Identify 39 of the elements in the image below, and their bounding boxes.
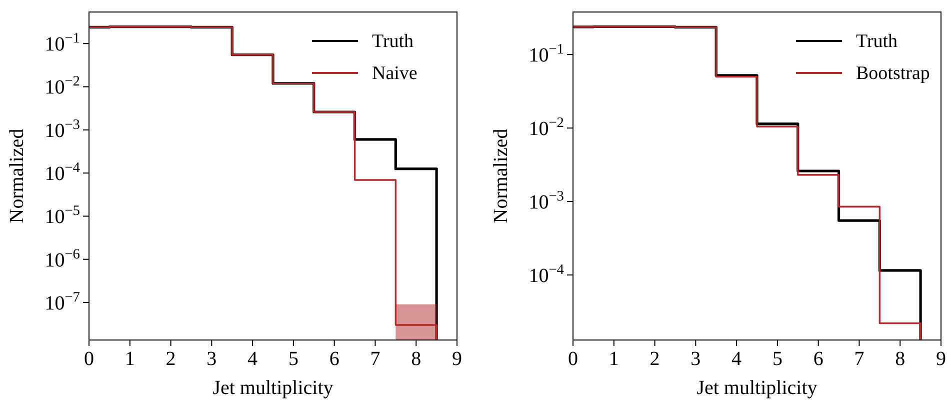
x-tick-label: 0 (84, 348, 94, 370)
x-tick-label: 1 (124, 348, 135, 370)
x-tick-label: 9 (452, 348, 462, 370)
y-tick-label: 10$^{−2}$ (528, 115, 564, 140)
y-tick-label: 10$^{−3}$ (528, 188, 564, 214)
y-tick-label: 10$^{−5}$ (44, 203, 80, 228)
x-tick-label: 0 (568, 348, 578, 370)
legend-label: Bootstrap (856, 63, 930, 84)
x-tick-label: 7 (854, 348, 864, 370)
y-tick-label: 10$^{−4}$ (44, 160, 80, 186)
y-tick-label: 10$^{−2}$ (44, 74, 80, 99)
x-tick-label: 4 (732, 348, 742, 370)
x-axis-title: Jet multiplicity (696, 377, 818, 399)
x-tick-label: 5 (772, 348, 782, 370)
x-tick-label: 3 (690, 348, 701, 370)
x-tick-label: 6 (813, 348, 824, 370)
x-tick-label: 2 (166, 348, 176, 370)
y-tick-label: 10$^{−1}$ (528, 42, 564, 67)
x-axis-title: Jet multiplicity (212, 377, 334, 399)
y-axis-title: Normalized (490, 128, 512, 224)
x-tick-label: 6 (329, 348, 340, 370)
y-tick-label: 10$^{−4}$ (528, 262, 564, 287)
x-tick-label: 4 (248, 348, 258, 370)
legend-label: Truth (856, 31, 898, 52)
y-tick-label: 10$^{−1}$ (44, 30, 80, 56)
y-tick-label: 10$^{−6}$ (44, 246, 80, 272)
x-tick-label: 3 (206, 348, 217, 370)
x-tick-label: 1 (608, 348, 619, 370)
x-tick-label: 5 (288, 348, 298, 370)
x-tick-label: 8 (411, 348, 422, 370)
y-tick-label: 10$^{−7}$ (44, 289, 80, 314)
y-axis-title: Normalized (6, 128, 28, 224)
x-tick-label: 9 (936, 348, 946, 370)
x-tick-label: 8 (895, 348, 906, 370)
legend-label: Truth (372, 31, 414, 52)
x-tick-label: 7 (370, 348, 380, 370)
y-tick-label: 10$^{−3}$ (44, 116, 80, 142)
x-tick-label: 2 (650, 348, 660, 370)
legend-label: Naive (372, 63, 418, 84)
